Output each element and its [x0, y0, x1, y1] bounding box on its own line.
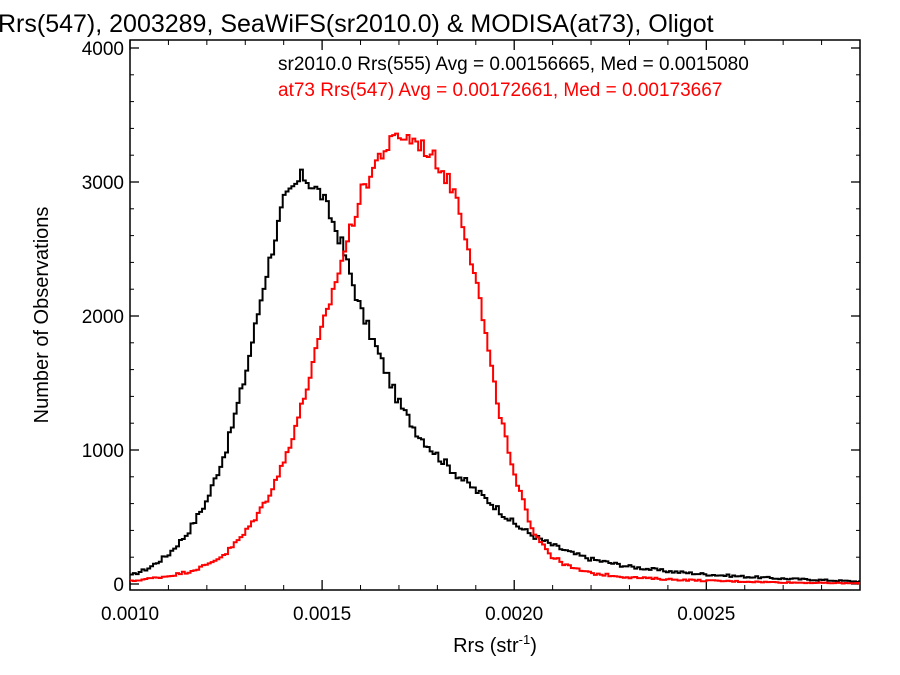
x-tick-label: 0.0025: [677, 604, 735, 625]
annotation-black: sr2010.0 Rrs(555) Avg = 0.00156665, Med …: [278, 54, 749, 75]
y-axis: 0 1000 2000 3000 4000: [82, 39, 860, 596]
y-tick-label: 2000: [82, 307, 124, 328]
annotation-red: at73 Rrs(547) Avg = 0.00172661, Med = 0.…: [278, 80, 722, 101]
y-tick-label: 3000: [82, 173, 124, 194]
y-tick-label: 1000: [82, 441, 124, 462]
y-tick-label: 4000: [82, 39, 124, 60]
x-tick-label: 0.0020: [485, 604, 543, 625]
y-tick-label: 0: [113, 575, 124, 596]
y-axis-label: Number of Observations: [31, 207, 53, 424]
x-axis-label-main: Rrs (str: [453, 635, 519, 657]
series-layer: [130, 132, 861, 585]
x-tick-label: 0.0015: [293, 604, 351, 625]
chart-title: Rrs(547), 2003289, SeaWiFS(sr2010.0) & M…: [0, 10, 714, 38]
histogram-series-0: [130, 168, 861, 584]
histogram-series-1: [130, 132, 861, 585]
x-axis-label-sup: -1: [519, 632, 531, 647]
x-tick-label: 0.0010: [101, 604, 159, 625]
plot-frame: [129, 39, 861, 591]
x-axis: 0.0010 0.0015 0.0020 0.0025: [101, 40, 861, 625]
x-axis-label: Rrs (str-1): [453, 632, 537, 657]
x-axis-label-end: ): [530, 635, 537, 657]
